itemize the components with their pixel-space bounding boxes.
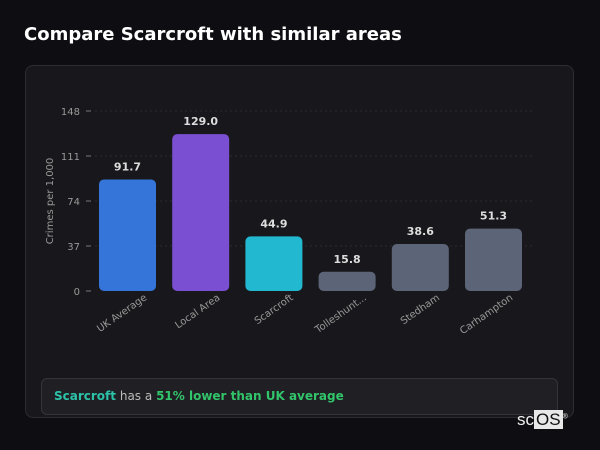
- data-label: 15.8: [334, 253, 361, 266]
- data-label: 51.3: [480, 210, 507, 223]
- insight-comparison: 51% lower than UK average: [156, 389, 344, 403]
- x-tick-label: UK Average: [95, 292, 149, 334]
- y-tick-label: 111: [61, 152, 80, 163]
- x-tick-label: Local Area: [173, 292, 222, 331]
- y-tick-label: 148: [61, 107, 80, 118]
- data-label: 91.7: [114, 160, 141, 173]
- x-tick-label: Carhampton: [458, 292, 515, 337]
- data-label: 44.9: [260, 217, 287, 230]
- bar: [172, 134, 230, 291]
- y-tick-label: 74: [67, 197, 80, 208]
- x-tick-label: Tolleshunt...: [313, 292, 369, 336]
- bar: [99, 179, 156, 291]
- data-label: 38.6: [407, 225, 434, 238]
- insight-text: has a: [119, 389, 153, 403]
- x-tick-label: Stedham: [399, 292, 442, 327]
- page-title: Compare Scarcroft with similar areas: [24, 24, 402, 45]
- y-tick-label: 0: [74, 287, 80, 298]
- bar: [318, 271, 376, 291]
- scos-logo: sc OS ®: [517, 410, 568, 429]
- x-tick-label: Scarcroft: [253, 292, 296, 327]
- bar: [391, 244, 449, 291]
- y-tick-label: 37: [67, 242, 80, 253]
- bar: [465, 228, 522, 291]
- y-axis-label: Crimes per 1,000: [45, 158, 56, 245]
- data-label: 129.0: [183, 115, 218, 128]
- bar: [245, 236, 303, 291]
- insight-box: Scarcroft has a 51% lower than UK averag…: [41, 378, 558, 415]
- insight-area: Scarcroft: [54, 389, 117, 403]
